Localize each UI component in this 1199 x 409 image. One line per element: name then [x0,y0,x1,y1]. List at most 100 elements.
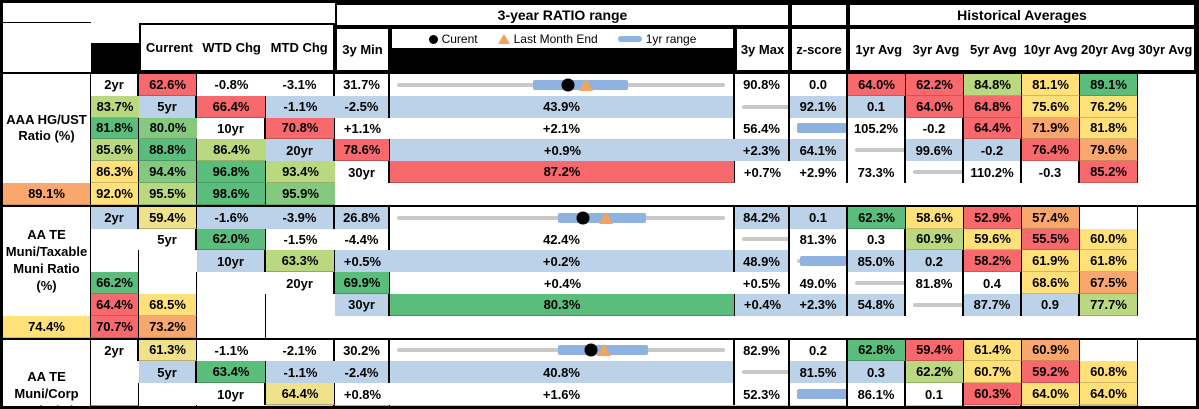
avg-cell-3yr-avg: 70.3% [1080,404,1138,406]
range-chart-cell [790,383,848,405]
range-chart-cell [848,272,906,294]
avg-cell-10yr-avg: 95.5% [139,182,197,205]
chart-track-wrap [397,340,725,362]
avg-cell-30yr-avg: 93.4% [266,161,335,183]
avg-cell-3yr-avg: 58.6% [906,206,964,229]
zscore-top-spacer [790,3,848,27]
zscore-cell: 0.2 [906,250,964,273]
avg-cell-10yr-avg: 73.2% [139,315,197,338]
col-header-5yr-avg: 5yr Avg [969,42,1017,57]
avg-cell-30yr-avg: 95.9% [266,182,335,205]
wtd-chg-cell: -1.1% [266,361,335,384]
min-3y-cell: 40.8% [390,361,735,384]
change-columns-header: Current WTD Chg MTD Chg [139,23,335,72]
zscore-cell: 0.2 [964,404,1022,406]
legend-1yr-range: 1yr range [617,32,696,46]
avg-cell-30yr-avg [91,361,139,384]
avg-cell-30yr-avg [266,315,335,338]
min-3y-cell: 30.2% [335,339,390,362]
min-3y-cell: 56.4% [735,117,790,140]
last-month-triangle-icon [596,344,611,357]
current-cell: 78.6% [335,139,390,162]
col-header-30yr-avg: 30yr Avg [1138,42,1193,57]
current-cell: 87.2% [390,161,735,183]
zscore-cell: 0.0 [790,74,848,96]
avg-cell-20yr-avg [197,293,266,316]
one-year-range-bar [797,123,846,134]
tenor-cell: 30yr [335,293,390,316]
avg-cell-1yr-avg: 85.2% [1080,161,1138,183]
avg-cell-1yr-avg: 77.7% [1080,293,1138,316]
mtd-chg-cell: +0.5% [735,272,790,294]
avg-cell-1yr-avg: 60.9% [906,228,964,251]
wtd-chg-cell: +0.7% [743,164,782,180]
tenor-cell: 5yr [139,361,197,384]
avg-cell-20yr-avg: 96.8% [197,161,266,183]
avg-cell-1yr-avg: 58.2% [964,250,1022,273]
chart-track-wrap [855,139,904,161]
min-3y-cell: 49.9% [790,404,848,406]
range-chart-cell [790,117,848,140]
legend-current: Curent [428,32,478,46]
current-cell: 71.8% [335,404,390,406]
chart-track-wrap [913,294,962,316]
max-3y-cell: 92.1% [790,95,848,118]
avg-cell-3yr-avg: 71.9% [1022,117,1080,140]
section-1: AA TE Muni/Taxable Muni Ratio (%) 2yr 59.4… [3,204,1196,338]
avg-cell-10yr-avg: 94.4% [139,161,197,183]
chart-track [742,370,788,375]
current-dot-icon [576,211,590,225]
avg-cell-20yr-avg [139,404,197,406]
wtd-chg-cell: +0.9% [390,139,735,162]
avg-cell-3yr-avg: 60.7% [964,361,1022,384]
current-cell: 63.3% [266,250,335,273]
max-3y-cell: 81.3% [790,228,848,251]
avg-cell-30yr-avg: 83.7% [91,95,139,118]
avg-cell-3yr-avg: 59.6% [964,228,1022,251]
min-3y-cell: 49.0% [790,272,848,294]
tenor-cell: 10yr [197,250,266,273]
ratio-range-title: 3-year RATIO range [335,3,790,27]
avg-cell-1yr-avg: 76.4% [1022,139,1080,162]
legend-last-month-end: Last Month End [497,32,598,46]
chart-track-wrap [397,207,725,229]
zscore-cell: 0.3 [848,361,906,384]
chart-track-wrap [855,405,904,406]
max-3y-cell: 90.8% [735,74,790,96]
range-chart-cell [848,139,906,162]
mtd-chg-cell: -3.1% [266,74,335,96]
max-3y-cell: 86.1% [848,383,906,405]
range-chart-cell [390,74,735,96]
mtd-chg-cell: +2.1% [390,117,735,140]
avg-cell-5yr-avg: 70.7% [91,315,139,338]
avg-cell-30yr-avg [197,272,266,294]
tenor-cell: 2yr [91,339,139,362]
tenor-cell: 2yr [91,206,139,229]
current-cell: 62.0% [197,228,266,251]
averages-header-row: 1yr Avg 3yr Avg 5yr Avg 10yr Avg 20yr Av… [848,27,1196,72]
avg-cell-20yr-avg: 88.8% [139,139,197,162]
avg-cell-3yr-avg: 64.8% [964,95,1022,118]
range-bar-icon [617,36,642,42]
mtd-chg-cell: +2.8% [735,404,790,406]
wtd-chg-cell: -1.5% [283,231,318,247]
avg-cell-10yr-avg: 76.2% [1080,95,1138,118]
avg-cell-1yr-avg: 62.2% [906,361,964,384]
legend-black-band [392,48,733,72]
zscore-cell: 0.1 [848,95,906,118]
mtd-chg-cell: -3.9% [266,206,335,229]
avg-cell-3yr-avg: 79.6% [1080,139,1138,162]
zscore-cell: 0.3 [848,228,906,251]
avg-cell-10yr-avg: 81.1% [1022,74,1080,96]
min-3y-cell: 43.9% [390,95,735,118]
current-cell: 62.6% [139,74,197,96]
last-month-triangle-icon [497,34,510,44]
tenor-cell: 30yr [335,161,390,183]
avg-cell-3yr-avg: 62.2% [906,74,964,96]
wtd-chg-cell: -1.6% [197,206,266,229]
avg-cell-5yr-avg: 86.3% [91,161,139,183]
current-cell: 64.4% [266,383,335,405]
avg-cell-30yr-avg [266,293,335,316]
min-3y-cell: 64.1% [790,139,848,162]
avg-cell-20yr-avg [1080,206,1138,229]
